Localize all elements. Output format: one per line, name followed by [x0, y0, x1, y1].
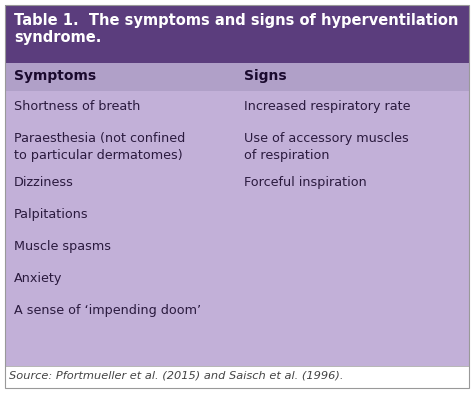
Text: Forceful inspiration: Forceful inspiration: [244, 176, 366, 189]
Text: Palpitations: Palpitations: [14, 208, 89, 221]
Text: Shortness of breath: Shortness of breath: [14, 100, 140, 113]
Text: Dizziness: Dizziness: [14, 176, 74, 189]
Text: A sense of ‘impending doom’: A sense of ‘impending doom’: [14, 304, 201, 317]
Text: Anxiety: Anxiety: [14, 272, 63, 285]
Text: Use of accessory muscles
of respiration: Use of accessory muscles of respiration: [244, 132, 409, 162]
Text: Signs: Signs: [244, 69, 286, 83]
Text: Symptoms: Symptoms: [14, 69, 96, 83]
Text: Table 1.  The symptoms and signs of hyperventilation: Table 1. The symptoms and signs of hyper…: [14, 13, 458, 28]
Bar: [5, 5, 469, 63]
Text: Muscle spasms: Muscle spasms: [14, 240, 111, 253]
Text: Source: Pfortmueller et al. (2015) and Saisch et al. (1996).: Source: Pfortmueller et al. (2015) and S…: [9, 370, 344, 380]
Text: Paraesthesia (not confined
to particular dermatomes): Paraesthesia (not confined to particular…: [14, 132, 185, 162]
Bar: [5, 91, 469, 366]
Text: syndrome.: syndrome.: [14, 30, 101, 45]
Text: Increased respiratory rate: Increased respiratory rate: [244, 100, 410, 113]
Bar: [5, 63, 469, 91]
